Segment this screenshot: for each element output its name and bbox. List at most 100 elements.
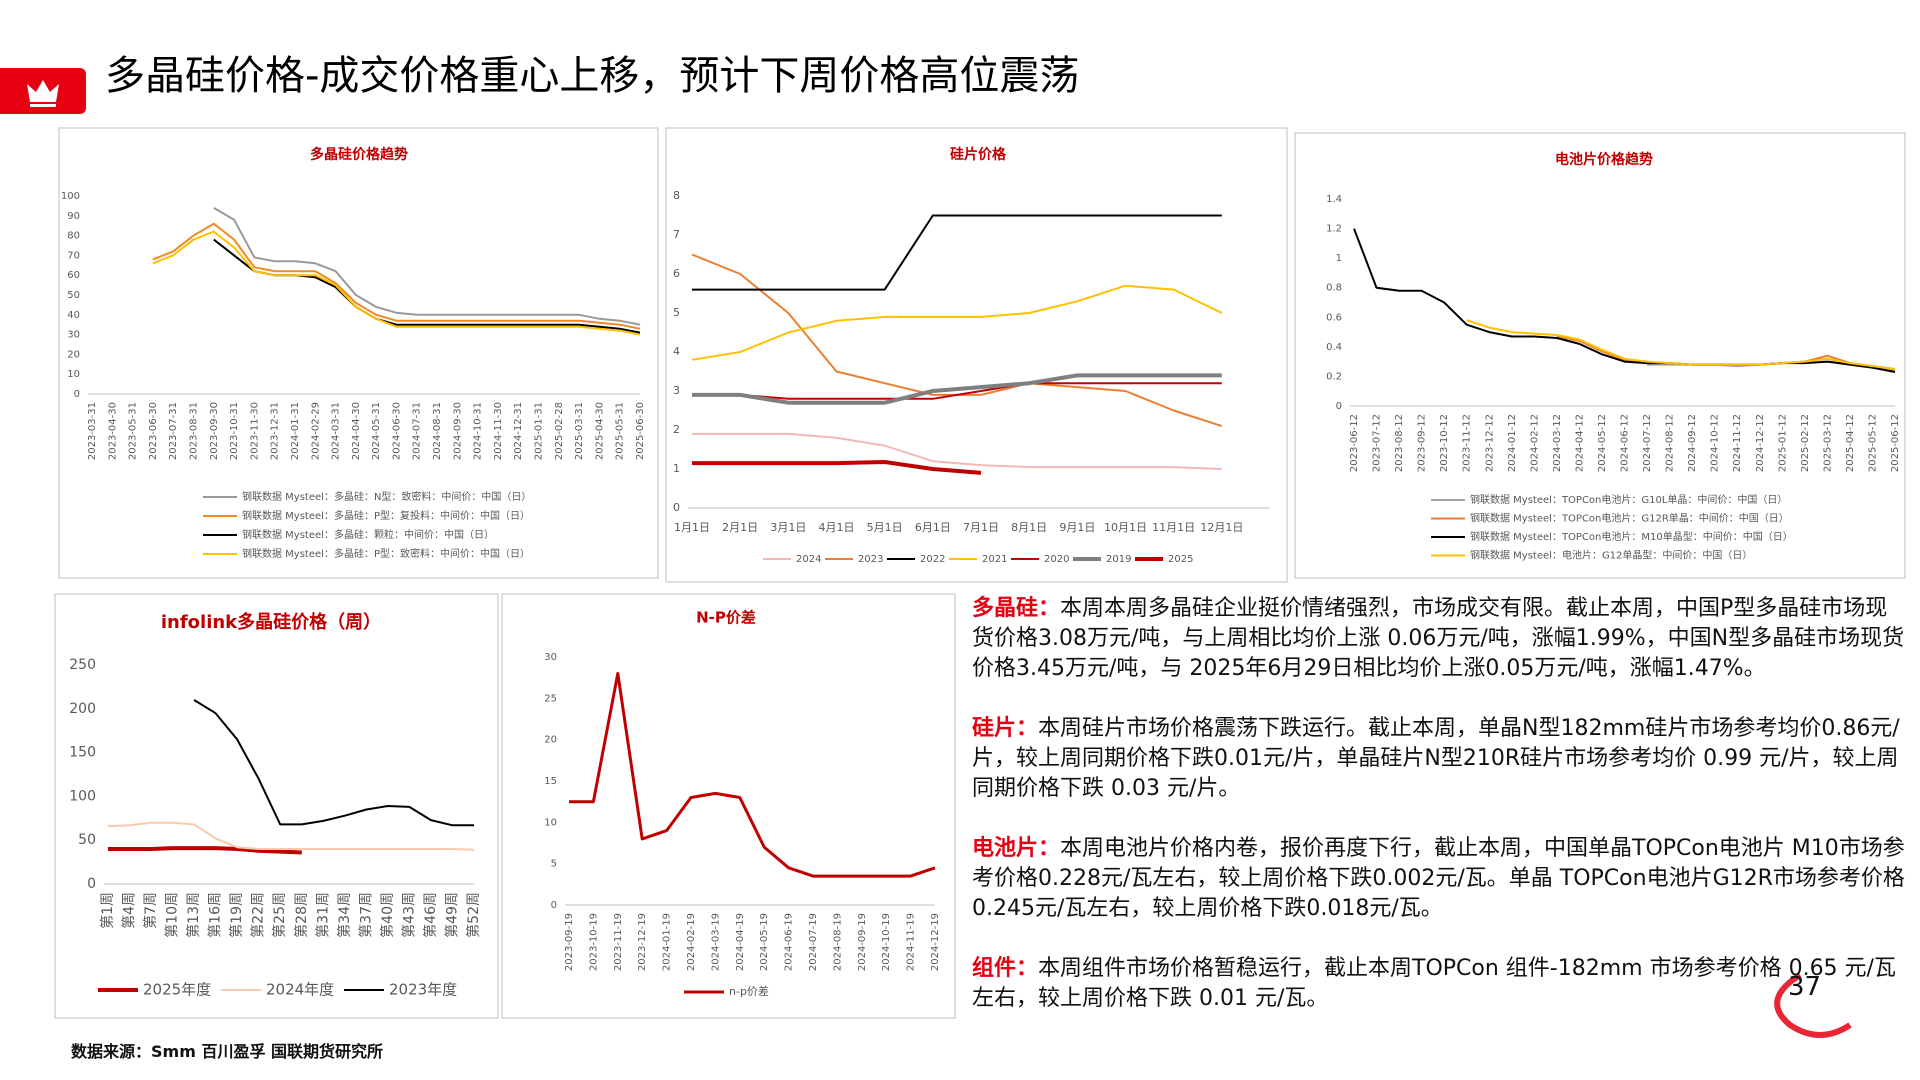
legend-label: 钢联数据 Mysteel：多晶硅：P型：复投料：中间价：中国（日） (242, 509, 530, 522)
x-tick-label: 2025-05-12 (1867, 414, 1878, 472)
x-tick-label: 7月1日 (963, 521, 999, 534)
x-tick-label: 2024-07-12 (1642, 414, 1653, 472)
paragraph-text: 本周组件市场价格暂稳运行，截止本周TOPCon 组件-182mm 市场参考价格 … (972, 956, 1896, 1011)
source-note: 数据来源：Smm 百川盈孚 国联期货研究所 (71, 1042, 384, 1061)
x-tick-label: 2024-02-12 (1529, 414, 1540, 472)
y-tick-label: 50 (67, 290, 80, 301)
commentary: 多晶硅：本周本周多晶硅企业挺价情绪强烈，市场成交有限。截止本周，中国P型多晶硅市… (972, 594, 1908, 1044)
x-tick-label: 2024-01-19 (662, 913, 673, 971)
x-tick-label: 2023-07-31 (168, 402, 179, 460)
x-tick-label: 2024-02-19 (686, 913, 697, 971)
x-tick-label: 第22周 (250, 892, 267, 938)
paragraph-label: 组件： (972, 956, 1039, 981)
paragraph-text: 本周硅片市场价格震荡下跌运行。截止本周，单晶N型182mm硅片市场参考均价0.8… (972, 716, 1900, 801)
crown-icon (27, 80, 59, 107)
y-tick-label: 0 (87, 876, 96, 892)
x-tick-label: 2024-09-12 (1687, 414, 1698, 472)
legend-label: 2024年度 (266, 981, 334, 999)
x-tick-label: 2024-01-12 (1507, 414, 1518, 472)
x-tick-label: 2023-09-19 (564, 913, 575, 971)
y-tick-label: 0 (74, 389, 80, 400)
x-tick-label: 2025-02-12 (1800, 414, 1811, 472)
chart-frame (58, 127, 659, 579)
page-swoosh (1774, 972, 1852, 1038)
x-tick-label: 2023-12-12 (1484, 414, 1495, 472)
x-tick-label: 第1周 (99, 892, 116, 929)
x-tick-label: 2024-05-31 (371, 402, 382, 460)
x-tick-label: 2025-06-12 (1890, 414, 1901, 472)
paragraph-label: 电池片： (972, 836, 1061, 861)
x-tick-label: 2023-10-12 (1439, 414, 1450, 472)
x-tick-label: 2025-04-12 (1845, 414, 1856, 472)
legend-label: 2025年度 (143, 981, 211, 999)
y-tick-label: 40 (67, 310, 80, 321)
series-line (1466, 319, 1896, 370)
y-tick-label: 0 (1336, 401, 1342, 412)
y-tick-label: 0 (673, 501, 680, 514)
x-tick-label: 2023-08-12 (1394, 414, 1405, 472)
y-tick-label: 70 (67, 250, 80, 261)
x-tick-label: 2024-06-12 (1620, 414, 1631, 472)
legend-label: 2025 (1168, 554, 1193, 565)
x-tick-label: 2024-03-19 (710, 913, 721, 971)
chart-title: N-P价差 (696, 609, 756, 627)
x-tick-label: 2023-06-30 (148, 402, 159, 460)
x-tick-label: 2024-08-12 (1665, 414, 1676, 472)
series-line (193, 699, 474, 827)
x-tick-label: 第10周 (164, 892, 181, 938)
legend-label: 钢联数据 Mysteel：TOPCon电池片：G10L单晶：中间价：中国（日） (1470, 493, 1787, 506)
x-tick-label: 2023-09-30 (209, 402, 220, 460)
page-number: 37 (1788, 972, 1822, 1002)
legend-label: 2024 (796, 554, 821, 565)
x-tick-label: 2024-02-29 (310, 402, 321, 460)
series-line (692, 373, 1222, 405)
x-tick-label: 2024-03-31 (331, 402, 342, 460)
x-tick-label: 2023-03-31 (87, 402, 98, 460)
y-tick-label: 100 (69, 788, 96, 804)
x-tick-label: 3月1日 (770, 521, 806, 534)
x-tick-label: 2024-08-31 (432, 402, 443, 460)
y-tick-label: 10 (544, 817, 557, 828)
y-tick-label: 20 (67, 349, 80, 360)
x-tick-label: 2024-07-19 (808, 913, 819, 971)
x-tick-label: 2024-05-12 (1597, 414, 1608, 472)
legend-label: 2021 (982, 554, 1007, 565)
chart-title: 多晶硅价格趋势 (310, 146, 408, 163)
series-line (152, 222, 641, 330)
x-tick-label: 2024-10-12 (1710, 414, 1721, 472)
x-tick-label: 2023-10-31 (229, 402, 240, 460)
x-tick-label: 第28周 (293, 892, 310, 938)
series-line (107, 821, 475, 851)
y-tick-label: 10 (67, 369, 80, 380)
x-tick-label: 第19周 (228, 892, 245, 938)
x-tick-label: 12月1日 (1200, 521, 1243, 534)
x-tick-label: 2023-12-19 (637, 913, 648, 971)
legend-label: n-p价差 (729, 984, 769, 998)
y-tick-label: 8 (673, 189, 680, 202)
x-tick-label: 第37周 (357, 892, 374, 938)
series-line (692, 432, 1222, 470)
x-tick-label: 2024-04-19 (735, 913, 746, 971)
chart-title: 电池片价格趋势 (1555, 151, 1653, 168)
x-tick-label: 第46周 (422, 892, 439, 938)
x-tick-label: 6月1日 (915, 521, 951, 534)
x-tick-label: 2025-03-12 (1822, 414, 1833, 472)
x-tick-label: 2024-01-31 (290, 402, 301, 460)
x-tick-label: 2023-11-30 (249, 402, 260, 460)
series-line (692, 460, 982, 475)
paragraph: 多晶硅：本周本周多晶硅企业挺价情绪强烈，市场成交有限。截止本周，中国P型多晶硅市… (972, 594, 1908, 684)
y-tick-label: 30 (67, 330, 80, 341)
y-tick-label: 100 (61, 191, 80, 202)
y-tick-label: 50 (78, 832, 96, 848)
chart-frame (501, 593, 956, 1019)
y-tick-label: 1.4 (1326, 194, 1342, 205)
y-tick-label: 90 (67, 211, 80, 222)
x-tick-label: 2024-11-12 (1732, 414, 1743, 472)
series-line (152, 230, 641, 336)
y-tick-label: 150 (69, 745, 96, 761)
x-tick-label: 4月1日 (819, 521, 855, 534)
paragraph: 组件：本周组件市场价格暂稳运行，截止本周TOPCon 组件-182mm 市场参考… (972, 954, 1908, 1014)
y-tick-label: 1.2 (1326, 224, 1342, 235)
x-tick-label: 2024-04-30 (351, 402, 362, 460)
